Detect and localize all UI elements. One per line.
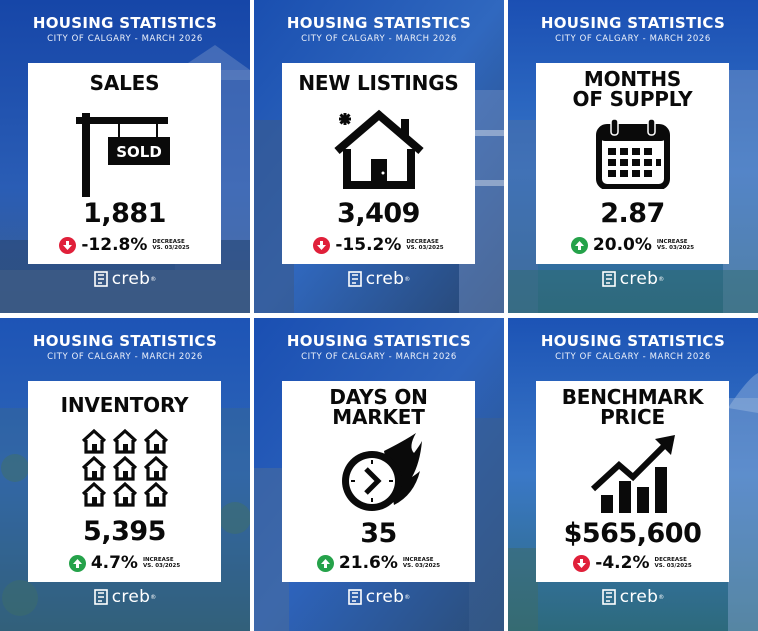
- stat-card: MONTHS OF SUPPLY 2.87: [536, 63, 729, 264]
- arrow-up-icon: [68, 554, 86, 572]
- change-note: INCREASE VS. 03/2025: [656, 238, 695, 252]
- heading: HOUSING STATISTICS: [540, 332, 726, 350]
- new-house-icon: [282, 107, 475, 195]
- creb-logo: creb ®: [254, 587, 504, 607]
- stat-value: 5,395: [83, 516, 166, 547]
- change-row: -12.8% DECREASE VS. 03/2025: [28, 233, 221, 257]
- change-row: 21.6% INCREASE VS. 03/2025: [282, 551, 475, 575]
- tile-inventory: HOUSING STATISTICS CITY OF CALGARY - MAR…: [0, 318, 250, 631]
- stat-card: NEW LISTINGS 3,409 -15.2% DECREAS: [282, 63, 475, 264]
- change-row: 4.7% INCREASE VS. 03/2025: [28, 551, 221, 575]
- fast-clock-icon: [282, 431, 475, 519]
- change-percent: -4.2%: [595, 553, 650, 573]
- stat-card: BENCHMARK PRICE $565,600: [536, 381, 729, 582]
- subheading: CITY OF CALGARY - MARCH 2026: [47, 34, 203, 44]
- stat-value: 2.87: [600, 198, 665, 229]
- calendar-icon: [536, 118, 729, 193]
- subheading: CITY OF CALGARY - MARCH 2026: [555, 34, 711, 44]
- heading: HOUSING STATISTICS: [32, 332, 218, 350]
- subheading: CITY OF CALGARY - MARCH 2026: [555, 352, 711, 362]
- stat-value: 35: [360, 518, 397, 549]
- stat-value: 3,409: [337, 198, 420, 229]
- arrow-down-icon: [313, 236, 331, 254]
- creb-mark-icon: [347, 271, 362, 287]
- card-title: INVENTORY: [60, 393, 189, 417]
- tile-months-of-supply: HOUSING STATISTICS CITY OF CALGARY - MAR…: [508, 0, 758, 313]
- change-note: DECREASE VS. 03/2025: [654, 556, 692, 570]
- heading: HOUSING STATISTICS: [286, 14, 472, 32]
- creb-logo: creb ®: [254, 269, 504, 289]
- creb-mark-icon: [601, 589, 616, 605]
- change-percent: 21.6%: [338, 553, 398, 573]
- change-note: DECREASE VS. 03/2025: [152, 238, 190, 252]
- creb-logo: creb ®: [0, 269, 250, 289]
- arrow-down-icon: [573, 554, 591, 572]
- creb-mark-icon: [601, 271, 616, 287]
- heading: HOUSING STATISTICS: [540, 14, 726, 32]
- subheading: CITY OF CALGARY - MARCH 2026: [301, 34, 457, 44]
- change-note: INCREASE VS. 03/2025: [402, 556, 441, 570]
- change-percent: -15.2%: [335, 235, 402, 255]
- rising-bar-chart-icon: [536, 431, 729, 519]
- change-row: -4.2% DECREASE VS. 03/2025: [536, 551, 729, 575]
- card-title: MONTHS OF SUPPLY: [572, 67, 693, 111]
- card-title: NEW LISTINGS: [298, 71, 459, 95]
- card-title: BENCHMARK PRICE: [561, 385, 704, 429]
- arrow-up-icon: [316, 554, 334, 572]
- arrow-down-icon: [59, 236, 77, 254]
- tile-benchmark-price: HOUSING STATISTICS CITY OF CALGARY - MAR…: [508, 318, 758, 631]
- change-row: -15.2% DECREASE VS. 03/2025: [282, 233, 475, 257]
- stat-card: DAYS ON MARKET 35 21.6% INCRE: [282, 381, 475, 582]
- change-note: DECREASE VS. 03/2025: [406, 238, 444, 252]
- heading: HOUSING STATISTICS: [32, 14, 218, 32]
- creb-mark-icon: [93, 271, 108, 287]
- change-percent: -12.8%: [81, 235, 148, 255]
- heading: HOUSING STATISTICS: [286, 332, 472, 350]
- card-title: SALES: [89, 71, 160, 95]
- change-percent: 20.0%: [592, 235, 652, 255]
- stat-card: SALES SOLD 1,881 -12.8% DECREASE VS: [28, 63, 221, 264]
- sold-sign-text: SOLD: [116, 143, 162, 161]
- tile-new-listings: HOUSING STATISTICS CITY OF CALGARY - MAR…: [254, 0, 504, 313]
- subheading: CITY OF CALGARY - MARCH 2026: [301, 352, 457, 362]
- houses-grid-icon: [28, 427, 221, 511]
- subheading: CITY OF CALGARY - MARCH 2026: [47, 352, 203, 362]
- creb-logo: creb ®: [508, 269, 758, 289]
- change-row: 20.0% INCREASE VS. 03/2025: [536, 233, 729, 257]
- tile-days-on-market: HOUSING STATISTICS CITY OF CALGARY - MAR…: [254, 318, 504, 631]
- stat-value: 1,881: [83, 198, 166, 229]
- stat-value: $565,600: [563, 518, 702, 549]
- creb-mark-icon: [93, 589, 108, 605]
- creb-logo: creb ®: [0, 587, 250, 607]
- tile-sales: HOUSING STATISTICS CITY OF CALGARY - MAR…: [0, 0, 250, 313]
- card-title: DAYS ON MARKET: [329, 385, 428, 429]
- change-percent: 4.7%: [90, 553, 138, 573]
- change-note: INCREASE VS. 03/2025: [142, 556, 181, 570]
- creb-logo: creb ®: [508, 587, 758, 607]
- sold-sign-icon: SOLD: [28, 107, 221, 201]
- creb-mark-icon: [347, 589, 362, 605]
- stat-card: INVENTORY 5,395: [28, 381, 221, 582]
- arrow-up-icon: [570, 236, 588, 254]
